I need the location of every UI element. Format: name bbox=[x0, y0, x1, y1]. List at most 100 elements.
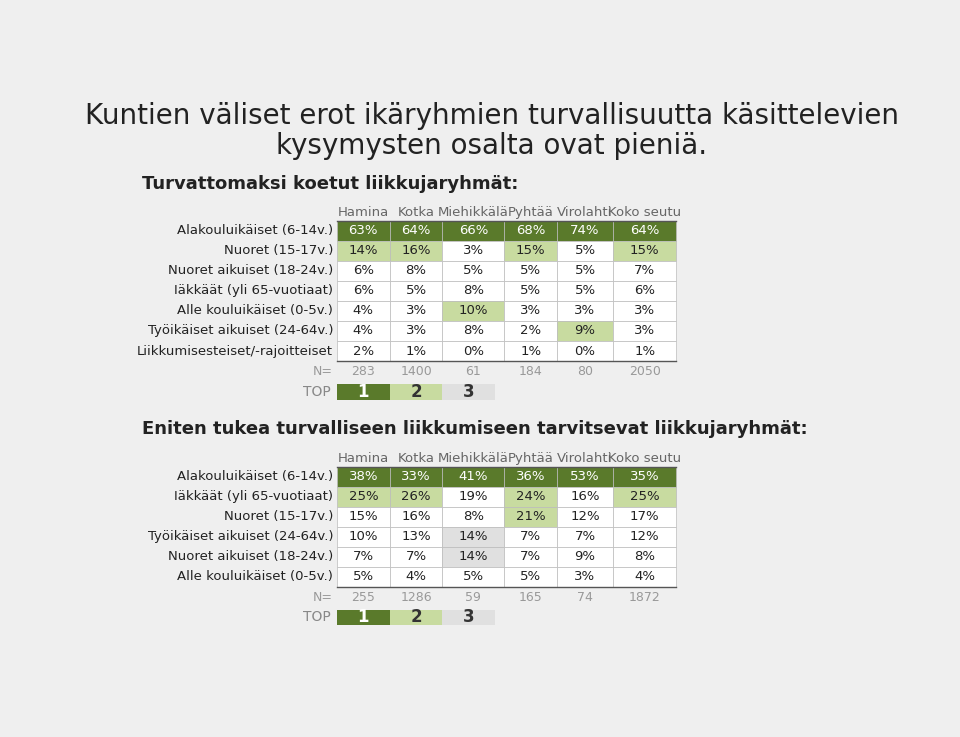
Bar bbox=[612, 341, 677, 361]
Bar bbox=[504, 567, 557, 587]
Bar bbox=[443, 281, 504, 301]
Bar bbox=[390, 467, 443, 486]
Bar bbox=[612, 547, 677, 567]
Text: 24%: 24% bbox=[516, 490, 545, 503]
Bar bbox=[443, 241, 504, 261]
Bar bbox=[390, 526, 443, 547]
Text: Iäkkäät (yli 65-vuotiaat): Iäkkäät (yli 65-vuotiaat) bbox=[174, 284, 333, 298]
Text: 19%: 19% bbox=[459, 490, 488, 503]
Bar bbox=[612, 321, 677, 341]
Bar bbox=[337, 321, 390, 341]
Text: 4%: 4% bbox=[353, 304, 373, 318]
Bar bbox=[504, 301, 557, 321]
Text: 16%: 16% bbox=[401, 510, 431, 523]
Text: 16%: 16% bbox=[570, 490, 600, 503]
Text: 2: 2 bbox=[410, 383, 421, 401]
Text: N=: N= bbox=[313, 366, 333, 378]
Bar bbox=[390, 221, 443, 241]
Bar bbox=[390, 261, 443, 281]
Bar bbox=[504, 261, 557, 281]
Bar bbox=[504, 467, 557, 486]
Bar bbox=[557, 486, 612, 506]
Text: 3%: 3% bbox=[574, 570, 595, 583]
Text: 5%: 5% bbox=[463, 265, 484, 277]
Text: 3%: 3% bbox=[635, 324, 656, 338]
Text: Hamina: Hamina bbox=[338, 206, 389, 219]
Text: 0%: 0% bbox=[574, 344, 595, 357]
Text: Alakouluikäiset (6-14v.): Alakouluikäiset (6-14v.) bbox=[177, 224, 333, 237]
Bar bbox=[390, 567, 443, 587]
Text: kysymysten osalta ovat pieniä.: kysymysten osalta ovat pieniä. bbox=[276, 132, 708, 159]
Bar bbox=[612, 221, 677, 241]
Text: 21%: 21% bbox=[516, 510, 545, 523]
Text: 2%: 2% bbox=[520, 324, 541, 338]
Text: 5%: 5% bbox=[574, 284, 595, 298]
Text: 9%: 9% bbox=[574, 324, 595, 338]
Text: Nuoret (15-17v.): Nuoret (15-17v.) bbox=[224, 510, 333, 523]
Text: 3: 3 bbox=[463, 383, 474, 401]
Bar bbox=[557, 221, 612, 241]
Text: 80: 80 bbox=[577, 366, 593, 378]
Text: 5%: 5% bbox=[520, 265, 541, 277]
Text: 66%: 66% bbox=[459, 224, 488, 237]
Text: Työikäiset aikuiset (24-64v.): Työikäiset aikuiset (24-64v.) bbox=[148, 530, 333, 543]
Bar bbox=[390, 341, 443, 361]
Text: Nuoret aikuiset (18-24v.): Nuoret aikuiset (18-24v.) bbox=[168, 265, 333, 277]
Text: 5%: 5% bbox=[405, 284, 426, 298]
Text: 1%: 1% bbox=[405, 344, 426, 357]
Text: 7%: 7% bbox=[520, 550, 541, 563]
Text: Virolahti: Virolahti bbox=[558, 206, 612, 219]
Bar bbox=[443, 506, 504, 526]
Text: 63%: 63% bbox=[348, 224, 378, 237]
Text: 5%: 5% bbox=[352, 570, 373, 583]
Text: Työikäiset aikuiset (24-64v.): Työikäiset aikuiset (24-64v.) bbox=[148, 324, 333, 338]
Text: Kuntien väliset erot ikäryhmien turvallisuutta käsittelevien: Kuntien väliset erot ikäryhmien turvalli… bbox=[85, 102, 899, 130]
Text: Alle kouluikäiset (0-5v.): Alle kouluikäiset (0-5v.) bbox=[178, 304, 333, 318]
Bar bbox=[337, 506, 390, 526]
Text: N=: N= bbox=[313, 591, 333, 604]
Text: 3%: 3% bbox=[463, 245, 484, 257]
Bar bbox=[390, 281, 443, 301]
Bar bbox=[337, 547, 390, 567]
Text: 2: 2 bbox=[410, 609, 421, 626]
Text: 1%: 1% bbox=[635, 344, 656, 357]
Bar bbox=[612, 301, 677, 321]
Text: 74%: 74% bbox=[570, 224, 600, 237]
Bar bbox=[443, 301, 504, 321]
Text: 9%: 9% bbox=[574, 550, 595, 563]
Text: 10%: 10% bbox=[459, 304, 488, 318]
Text: 3: 3 bbox=[463, 609, 474, 626]
Text: 1: 1 bbox=[357, 383, 369, 401]
Bar bbox=[557, 506, 612, 526]
Bar bbox=[337, 486, 390, 506]
Text: 38%: 38% bbox=[348, 470, 378, 483]
Bar bbox=[443, 467, 504, 486]
Bar bbox=[557, 526, 612, 547]
Bar bbox=[557, 281, 612, 301]
Text: 36%: 36% bbox=[516, 470, 545, 483]
Text: 165: 165 bbox=[518, 591, 542, 604]
Text: 26%: 26% bbox=[401, 490, 431, 503]
Text: Turvattomaksi koetut liikkujaryhmät:: Turvattomaksi koetut liikkujaryhmät: bbox=[142, 175, 518, 192]
Text: 1%: 1% bbox=[520, 344, 541, 357]
Text: 25%: 25% bbox=[630, 490, 660, 503]
Text: 2%: 2% bbox=[352, 344, 373, 357]
Bar bbox=[443, 567, 504, 587]
Bar bbox=[337, 301, 390, 321]
Bar bbox=[557, 567, 612, 587]
Bar bbox=[390, 486, 443, 506]
Bar bbox=[337, 609, 390, 625]
Text: 61: 61 bbox=[466, 366, 481, 378]
Bar bbox=[390, 384, 443, 399]
Bar bbox=[337, 281, 390, 301]
Text: TOP: TOP bbox=[303, 385, 331, 399]
Text: Miehikkälä: Miehikkälä bbox=[438, 452, 509, 464]
Text: 7%: 7% bbox=[574, 530, 595, 543]
Text: 283: 283 bbox=[351, 366, 375, 378]
Text: Pyhtää: Pyhtää bbox=[508, 452, 554, 464]
Text: 35%: 35% bbox=[630, 470, 660, 483]
Bar bbox=[504, 221, 557, 241]
Text: 3%: 3% bbox=[405, 304, 426, 318]
Bar bbox=[504, 486, 557, 506]
Text: Alakouluikäiset (6-14v.): Alakouluikäiset (6-14v.) bbox=[177, 470, 333, 483]
